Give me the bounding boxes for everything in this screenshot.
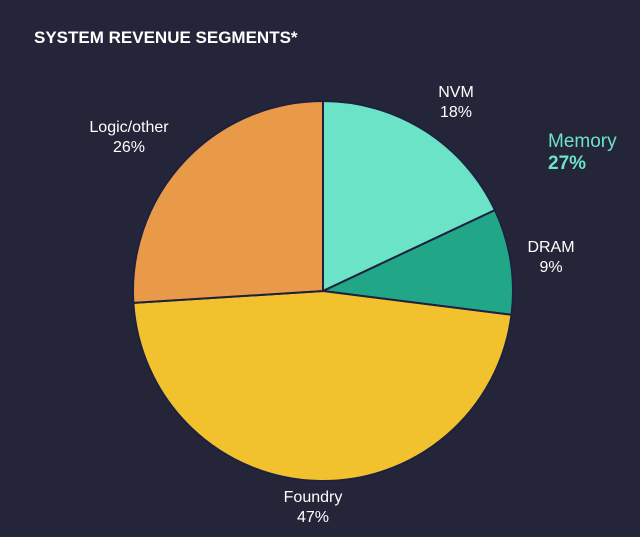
slice-value-nvm: 18% <box>440 104 472 121</box>
memory-group-value: 27% <box>548 153 586 174</box>
pie-slice-dram <box>322 209 514 316</box>
slice-value-foundry: 47% <box>297 509 329 526</box>
slice-label-logic-other: Logic/other <box>89 119 169 136</box>
slice-label-nvm: NVM <box>438 84 474 101</box>
pie-slice-labels: NVM 18% DRAM 9% Foundry 47% Logic/other 26% <box>89 84 574 526</box>
pie-slice-nvm <box>322 100 496 292</box>
slice-label-dram: DRAM <box>527 239 574 256</box>
slice-value-logic-other: 26% <box>113 139 145 156</box>
pie-slices <box>131 100 514 483</box>
slice-label-foundry: Foundry <box>284 489 343 506</box>
memory-group-label: Memory <box>548 131 617 152</box>
slice-value-dram: 9% <box>539 259 562 276</box>
chart-title: SYSTEM REVENUE SEGMENTS* <box>34 28 298 47</box>
memory-group-annotation: Memory 27% <box>548 131 617 174</box>
pie-slice-foundry <box>132 290 513 483</box>
pie-slice-logic-other <box>131 100 324 304</box>
